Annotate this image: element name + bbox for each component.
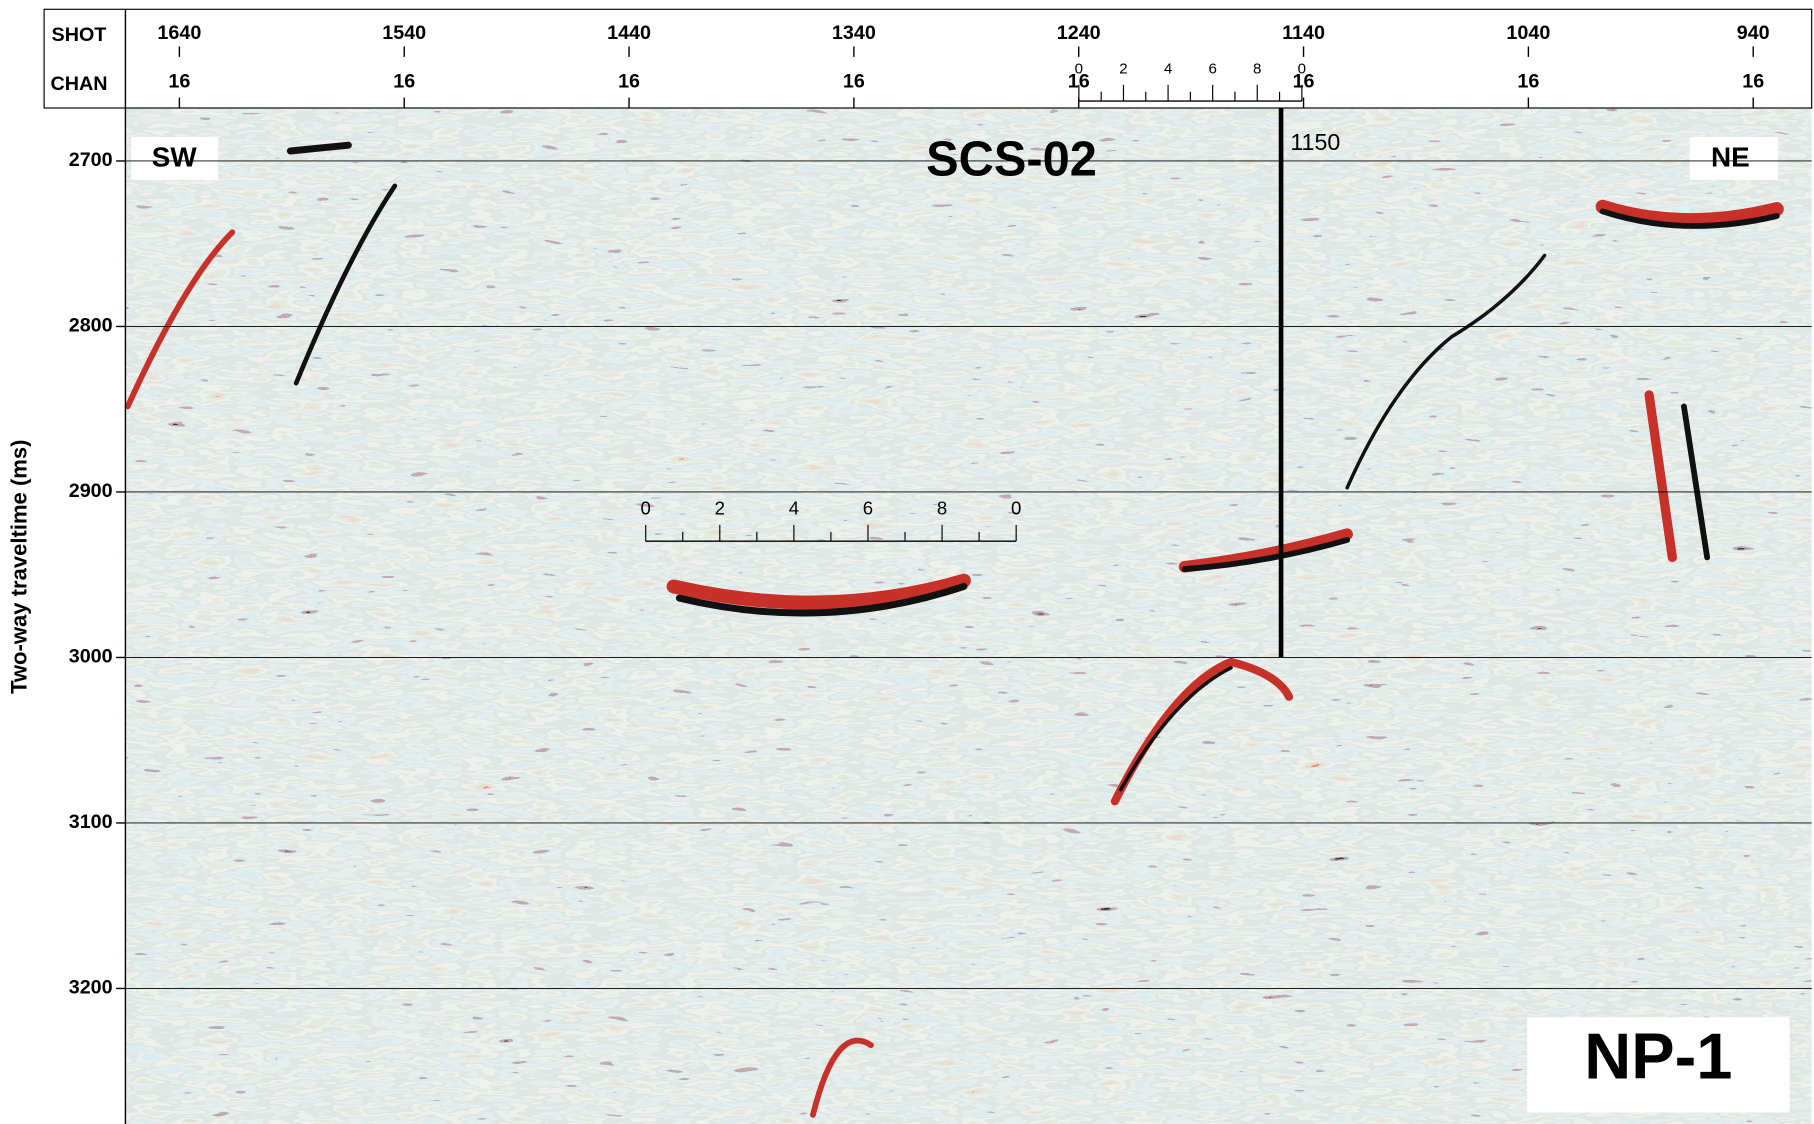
scale-bar-label: 6 [863, 498, 873, 519]
scale-bar-label: 0 [1011, 498, 1021, 519]
chan-label: 16 [1742, 71, 1764, 93]
figure: SHOT CHAN Two-way traveltime (ms) SW NE … [0, 0, 1814, 1124]
scale-bar-label: 6 [1208, 61, 1216, 78]
shot-tick-label: 1440 [607, 22, 651, 44]
scale-bar-label: 2 [715, 498, 725, 519]
y-axis-label: Two-way traveltime (ms) [7, 440, 32, 694]
chan-label: 16 [393, 71, 415, 93]
figure-body: SHOT CHAN Two-way traveltime (ms) SW NE … [7, 9, 1812, 1124]
chan-label: 16 [618, 71, 640, 93]
shot-tick-label: 1240 [1057, 22, 1101, 44]
shot-marker-label: 1150 [1290, 129, 1340, 155]
shot-tick-label: 1140 [1282, 22, 1325, 44]
y-tick-label: 2800 [69, 315, 113, 337]
shot-header: SHOT [52, 24, 107, 46]
shot-tick-label: 1340 [832, 22, 876, 44]
scale-bar-label: 0 [1298, 61, 1306, 78]
y-tick-label: 2900 [69, 480, 113, 502]
scale-bar-label: 0 [1075, 61, 1083, 78]
shot-tick-label: 1040 [1506, 22, 1550, 44]
y-tick-label: 2700 [69, 149, 113, 171]
panel-label: NP-1 [1584, 1020, 1732, 1093]
shot-tick-label: 1640 [157, 22, 201, 44]
shot-tick-label: 1540 [382, 22, 426, 44]
title: SCS-02 [926, 132, 1097, 186]
scale-bar-label: 0 [641, 498, 651, 519]
y-tick-label: 3200 [69, 977, 113, 999]
chan-label: 16 [168, 71, 190, 93]
scale-bar-label: 4 [1164, 61, 1172, 78]
scale-bar-label: 4 [789, 498, 799, 519]
shot-tick-label: 940 [1737, 22, 1770, 44]
chan-label: 16 [1517, 71, 1539, 93]
y-tick-label: 3100 [69, 811, 113, 833]
scale-bar-label: 8 [937, 498, 947, 519]
ne-label: NE [1711, 141, 1750, 172]
scale-bar-label: 8 [1253, 61, 1261, 78]
sw-label: SW [152, 141, 198, 172]
seismic-image [125, 108, 1811, 1124]
scale-bar-label: 2 [1119, 61, 1127, 78]
chan-label: 16 [843, 71, 865, 93]
seismic-texture [125, 108, 1811, 1124]
chan-header: CHAN [50, 73, 107, 95]
y-tick-label: 3000 [69, 646, 113, 668]
